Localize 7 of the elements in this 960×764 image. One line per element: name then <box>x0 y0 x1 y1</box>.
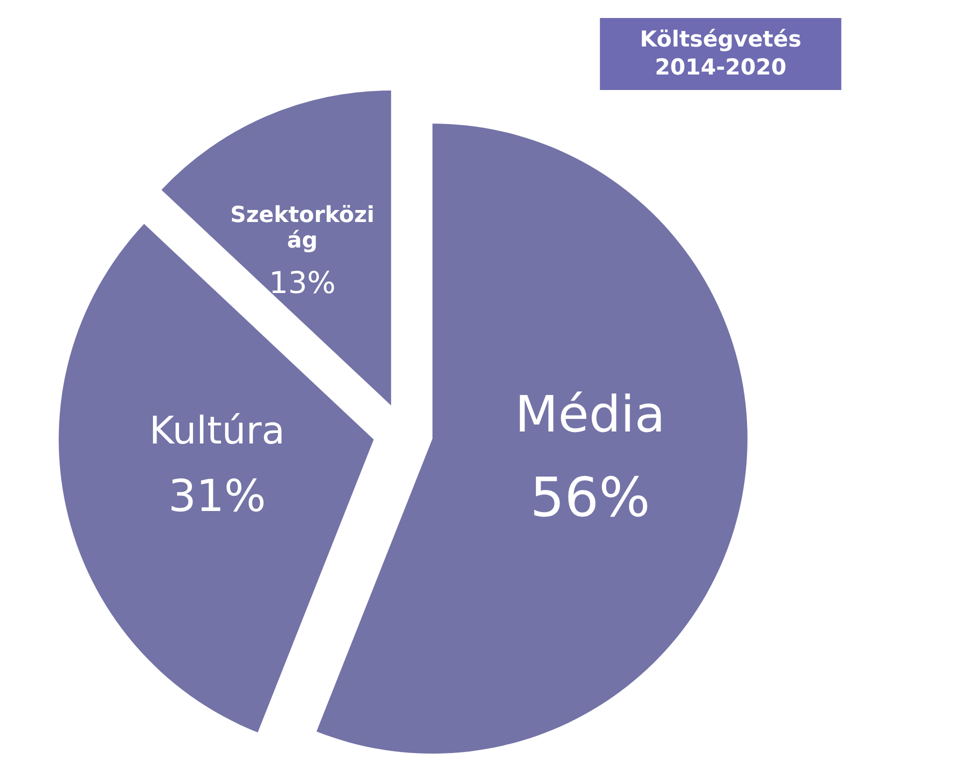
slice-label: Szektorközi ág <box>230 203 374 254</box>
data-label: 56% <box>530 466 650 529</box>
data-label: 31% <box>168 470 266 522</box>
chart-title: Költségvetés 2014-2020 <box>640 28 802 80</box>
slice-label: Média <box>515 386 666 444</box>
slice-label: Kultúra <box>149 408 285 453</box>
data-label: 13% <box>269 266 336 301</box>
